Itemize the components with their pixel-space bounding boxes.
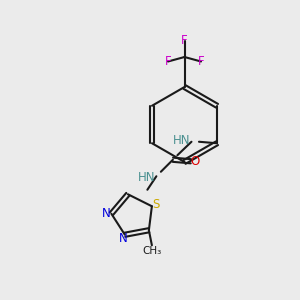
Text: F: F — [165, 55, 171, 68]
Text: N: N — [102, 207, 110, 220]
Text: HN: HN — [138, 171, 156, 184]
Text: HN: HN — [172, 134, 190, 147]
Text: N: N — [119, 232, 128, 245]
Text: O: O — [191, 155, 200, 168]
Text: F: F — [181, 34, 188, 47]
Text: F: F — [198, 55, 204, 68]
Text: S: S — [152, 198, 159, 211]
Text: CH₃: CH₃ — [143, 246, 162, 256]
